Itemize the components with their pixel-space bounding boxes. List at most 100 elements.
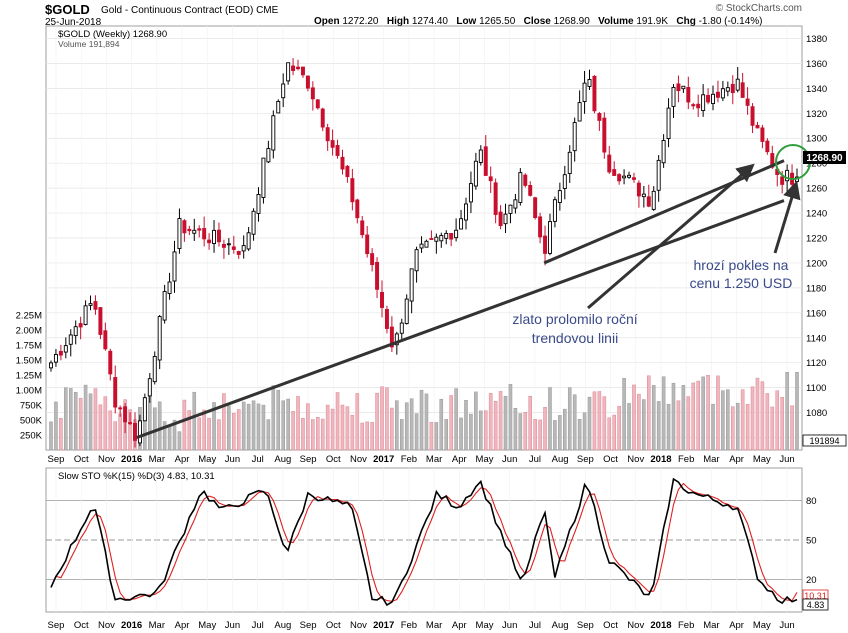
- volume-bar: [266, 419, 271, 451]
- candle-body: [246, 232, 251, 250]
- volume-bar: [548, 387, 552, 451]
- x-axis-label: 2017: [373, 620, 394, 631]
- volume-bar: [671, 382, 676, 451]
- volume-bar: [627, 403, 631, 451]
- volume-bar: [493, 400, 498, 451]
- candle-body: [394, 333, 399, 346]
- volume-bar: [488, 393, 493, 451]
- volume-bar: [236, 409, 241, 451]
- x-axis-label: Oct: [326, 454, 341, 465]
- volume-bar: [54, 401, 58, 451]
- price-axis-label: 1360: [806, 59, 827, 70]
- candle-body: [493, 182, 498, 215]
- candle-body: [449, 233, 454, 240]
- candle-body: [355, 199, 360, 219]
- candle-body: [622, 175, 627, 179]
- volume-bar: [128, 409, 132, 451]
- candle-body: [508, 204, 513, 214]
- candle-body: [567, 151, 572, 174]
- chart-symbol: $GOLD: [45, 2, 90, 17]
- close-label: Close: [523, 16, 551, 27]
- volume-bar: [780, 397, 784, 451]
- candle-body: [152, 356, 157, 383]
- x-axis-label: May: [198, 620, 216, 631]
- candle-body: [602, 117, 607, 153]
- candle-body: [187, 228, 192, 232]
- candle-body: [389, 326, 394, 348]
- candle-body: [533, 197, 538, 219]
- volume-bar: [775, 390, 780, 451]
- volume-bar: [399, 419, 404, 451]
- volume-bar: [424, 393, 429, 451]
- x-axis-label: Apr: [452, 620, 467, 631]
- volume-bar: [647, 375, 651, 451]
- volume-bar: [745, 404, 750, 451]
- x-axis-label: Jun: [225, 454, 240, 465]
- x-axis-label: Nov: [98, 454, 115, 465]
- x-axis-label: Jun: [779, 620, 794, 631]
- chart-date: 25-Jun-2018: [45, 17, 102, 28]
- candle-body: [231, 246, 236, 250]
- volume-bar: [217, 419, 221, 451]
- x-axis-label: Jun: [502, 454, 517, 465]
- candle-body: [256, 194, 261, 214]
- candle-body: [636, 182, 641, 197]
- volume-bar: [291, 411, 295, 451]
- candle-body: [212, 229, 217, 244]
- candle-body: [207, 239, 212, 244]
- candle-body: [424, 240, 429, 248]
- x-axis-label: Sep: [577, 454, 594, 465]
- candle-body: [651, 190, 656, 210]
- volume-bar: [770, 406, 775, 451]
- volume-bar: [563, 408, 567, 451]
- high-label: High: [386, 16, 410, 27]
- candle-body: [760, 127, 765, 142]
- x-axis-label: Sep: [300, 454, 317, 465]
- candle-body: [454, 229, 459, 239]
- candle-body: [740, 82, 745, 98]
- volume-bar: [503, 395, 508, 451]
- candle-body: [172, 251, 177, 282]
- volume-bar: [414, 413, 419, 451]
- volume-bar: [513, 407, 518, 451]
- volume-bar: [232, 413, 236, 451]
- candle-body: [582, 82, 587, 103]
- volume-bar: [296, 396, 300, 451]
- volume-bar: [592, 391, 597, 451]
- candle-body: [612, 169, 617, 176]
- volume-bar: [607, 417, 612, 451]
- candle-body: [78, 323, 83, 328]
- candle-body: [523, 174, 528, 186]
- volume-bar: [212, 402, 216, 451]
- volume-bar: [256, 403, 261, 451]
- price-axis-label: 1220: [806, 234, 827, 245]
- x-axis-label: Nov: [98, 620, 115, 631]
- candle-body: [384, 309, 389, 329]
- price-axis-label: 1340: [806, 84, 827, 95]
- candle-body: [375, 261, 380, 290]
- volume-bar: [152, 407, 157, 451]
- volume-bar: [434, 422, 439, 451]
- volume-bar: [375, 392, 379, 451]
- grid-lines: [46, 26, 802, 612]
- volume-bar: [597, 391, 602, 451]
- candle-body: [399, 322, 404, 334]
- price-axis-label: 1200: [806, 258, 827, 269]
- x-axis-label: Sep: [48, 454, 65, 465]
- volume-bar: [656, 401, 661, 451]
- stochastic-legend: Slow STO %K(15) %D(3) 4.83, 10.31: [58, 471, 215, 482]
- volume-bar: [498, 391, 503, 451]
- volume-bar: [360, 422, 365, 451]
- x-axis-label: Apr: [175, 620, 190, 631]
- x-axis-label: Oct: [603, 620, 618, 631]
- price-axis-label: 1380: [806, 34, 827, 45]
- volume-bar: [68, 388, 73, 451]
- candle-body: [513, 199, 518, 209]
- x-axis-label: Mar: [426, 620, 442, 631]
- volume-axis-label: 500K: [20, 416, 43, 427]
- volume-bar: [538, 419, 542, 451]
- volume-bar: [207, 417, 211, 451]
- candle-body: [221, 243, 226, 248]
- volume-bar: [365, 421, 369, 451]
- volume-label: Volume: [598, 16, 634, 27]
